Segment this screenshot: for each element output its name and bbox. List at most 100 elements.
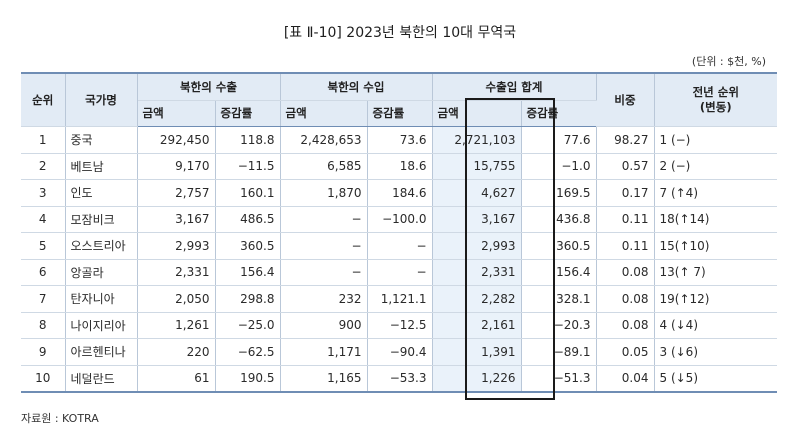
country-cell: 오스트리아 bbox=[65, 232, 138, 260]
import-growth-cell: −12.5 bbox=[367, 312, 433, 339]
rank-cell: 5 bbox=[21, 232, 66, 260]
export-growth-cell: −11.5 bbox=[215, 153, 281, 180]
share-cell: 0.57 bbox=[596, 153, 655, 180]
prev-rank-cell: 18(↑14) bbox=[654, 206, 777, 233]
country-cell: 네덜란드 bbox=[65, 365, 138, 393]
unit-note: (단위 : $천, %) bbox=[691, 55, 766, 68]
table-row: 10 네덜란드 61 190.5 1,165 −53.3 1,226 −51.3 0.04 5 (… bbox=[21, 365, 777, 393]
total-amount-cell: 4,627 bbox=[432, 179, 522, 207]
export-amount-cell: 3,167 bbox=[137, 206, 216, 233]
total-growth-cell: −89.1 bbox=[521, 338, 597, 366]
total-growth-cell: −51.3 bbox=[521, 365, 597, 393]
total-amount-cell: 15,755 bbox=[432, 153, 522, 180]
import-amount-cell: 6,585 bbox=[280, 153, 368, 180]
total-growth-cell: 436.8 bbox=[521, 206, 597, 233]
rank-cell: 2 bbox=[21, 153, 66, 180]
export-growth-cell: 486.5 bbox=[215, 206, 281, 233]
country-cell: 앙골라 bbox=[65, 259, 138, 286]
export-growth-cell: −62.5 bbox=[215, 338, 281, 366]
import-growth-cell: 184.6 bbox=[367, 179, 433, 207]
country-cell: 아르헨티나 bbox=[65, 338, 138, 366]
prev-rank-cell: 13(↑ 7) bbox=[654, 259, 777, 286]
share-cell: 0.08 bbox=[596, 285, 655, 313]
header-import-growth: 증감률 bbox=[367, 100, 433, 127]
rank-cell: 6 bbox=[21, 259, 66, 286]
export-growth-cell: 190.5 bbox=[215, 365, 281, 393]
export-amount-cell: 2,331 bbox=[137, 259, 216, 286]
import-amount-cell: − bbox=[280, 232, 368, 260]
total-growth-cell: 156.4 bbox=[521, 259, 597, 286]
rank-cell: 3 bbox=[21, 179, 66, 207]
source-note: 자료원 : KOTRA bbox=[21, 412, 99, 425]
share-cell: 0.17 bbox=[596, 179, 655, 207]
import-amount-cell: 1,165 bbox=[280, 365, 368, 393]
country-cell: 중국 bbox=[65, 126, 138, 154]
rank-cell: 9 bbox=[21, 338, 66, 366]
prev-rank-cell: 2 (−) bbox=[654, 153, 777, 180]
table-title: [표 Ⅱ-10] 2023년 북한의 10대 무역국 bbox=[283, 25, 517, 41]
header-country: 국가명 bbox=[65, 72, 138, 127]
header-row-top: 순위 국가명 북한의 수출 북한의 수입 수출입 합계 비중 전년 순위 (변동… bbox=[21, 72, 777, 127]
export-growth-cell: 156.4 bbox=[215, 259, 281, 286]
header-rank: 순위 bbox=[21, 72, 66, 127]
prev-rank-cell: 15(↑10) bbox=[654, 232, 777, 260]
trade-partners-table: 순위 국가명 북한의 수출 북한의 수입 수출입 합계 비중 전년 순위 (변동… bbox=[21, 72, 777, 393]
prev-rank-cell: 7 (↑4) bbox=[654, 179, 777, 207]
table-row: 1 중국 292,450 118.8 2,428,653 73.6 2,721,103 77.… bbox=[21, 126, 777, 154]
prev-rank-cell: 5 (↓5) bbox=[654, 365, 777, 393]
total-amount-cell: 1,226 bbox=[432, 365, 522, 393]
import-amount-cell: 1,171 bbox=[280, 338, 368, 366]
export-amount-cell: 61 bbox=[137, 365, 216, 393]
total-amount-cell: 1,391 bbox=[432, 338, 522, 366]
share-cell: 0.08 bbox=[596, 312, 655, 339]
share-cell: 0.11 bbox=[596, 232, 655, 260]
total-amount-cell: 2,282 bbox=[432, 285, 522, 313]
import-growth-cell: −90.4 bbox=[367, 338, 433, 366]
import-growth-cell: 73.6 bbox=[367, 126, 433, 154]
header-share: 비중 bbox=[596, 72, 655, 127]
header-import: 북한의 수입 bbox=[280, 72, 433, 101]
table-row: 7 탄자니아 2,050 298.8 232 1,121.1 2,282 328.1 0.08 1… bbox=[21, 285, 777, 313]
import-growth-cell: 1,121.1 bbox=[367, 285, 433, 313]
table-row: 9 아르헨티나 220 −62.5 1,171 −90.4 1,391 −89.1 0.05 3 … bbox=[21, 338, 777, 366]
country-cell: 나이지리아 bbox=[65, 312, 138, 339]
export-amount-cell: 9,170 bbox=[137, 153, 216, 180]
export-amount-cell: 2,050 bbox=[137, 285, 216, 313]
country-cell: 인도 bbox=[65, 179, 138, 207]
header-total-growth: 증감률 bbox=[521, 100, 596, 127]
total-growth-cell: 169.5 bbox=[521, 179, 597, 207]
rank-cell: 4 bbox=[21, 206, 66, 233]
header-import-amount: 금액 bbox=[280, 100, 368, 127]
import-growth-cell: −100.0 bbox=[367, 206, 433, 233]
country-cell: 탄자니아 bbox=[65, 285, 138, 313]
import-growth-cell: −53.3 bbox=[367, 365, 433, 393]
table-row: 2 베트남 9,170 −11.5 6,585 18.6 15,755 −1.0 0.57 2 (… bbox=[21, 153, 777, 180]
import-growth-cell: − bbox=[367, 259, 433, 286]
total-growth-cell: 360.5 bbox=[521, 232, 597, 260]
country-cell: 모잠비크 bbox=[65, 206, 138, 233]
total-amount-cell: 2,161 bbox=[432, 312, 522, 339]
total-amount-cell: 3,167 bbox=[432, 206, 522, 233]
import-growth-cell: − bbox=[367, 232, 433, 260]
table-row: 8 나이지리아 1,261 −25.0 900 −12.5 2,161 −20.3 0.08 4 … bbox=[21, 312, 777, 339]
header-total: 수출입 합계 bbox=[432, 72, 597, 101]
export-growth-cell: 160.1 bbox=[215, 179, 281, 207]
export-growth-cell: 298.8 bbox=[215, 285, 281, 313]
import-amount-cell: 232 bbox=[280, 285, 368, 313]
header-export-growth: 증감률 bbox=[215, 100, 281, 127]
share-cell: 0.11 bbox=[596, 206, 655, 233]
import-amount-cell: 900 bbox=[280, 312, 368, 339]
export-amount-cell: 292,450 bbox=[137, 126, 216, 154]
table-row: 5 오스트리아 2,993 360.5− −2,993 360.5 0.11 15(↑10) bbox=[21, 232, 777, 260]
export-growth-cell: 360.5 bbox=[215, 232, 281, 260]
import-amount-cell: − bbox=[280, 259, 368, 286]
table-row: 3 인도 2,757 160.1 1,870 184.6 4,627 169.5 0.17 7 (… bbox=[21, 179, 777, 207]
import-amount-cell: 1,870 bbox=[280, 179, 368, 207]
rank-cell: 7 bbox=[21, 285, 66, 313]
prev-rank-cell: 19(↑12) bbox=[654, 285, 777, 313]
total-growth-cell: −1.0 bbox=[521, 153, 597, 180]
header-total-amount: 금액 bbox=[432, 100, 522, 127]
rank-cell: 1 bbox=[21, 126, 66, 154]
share-cell: 0.05 bbox=[596, 338, 655, 366]
share-cell: 98.27 bbox=[596, 126, 655, 154]
